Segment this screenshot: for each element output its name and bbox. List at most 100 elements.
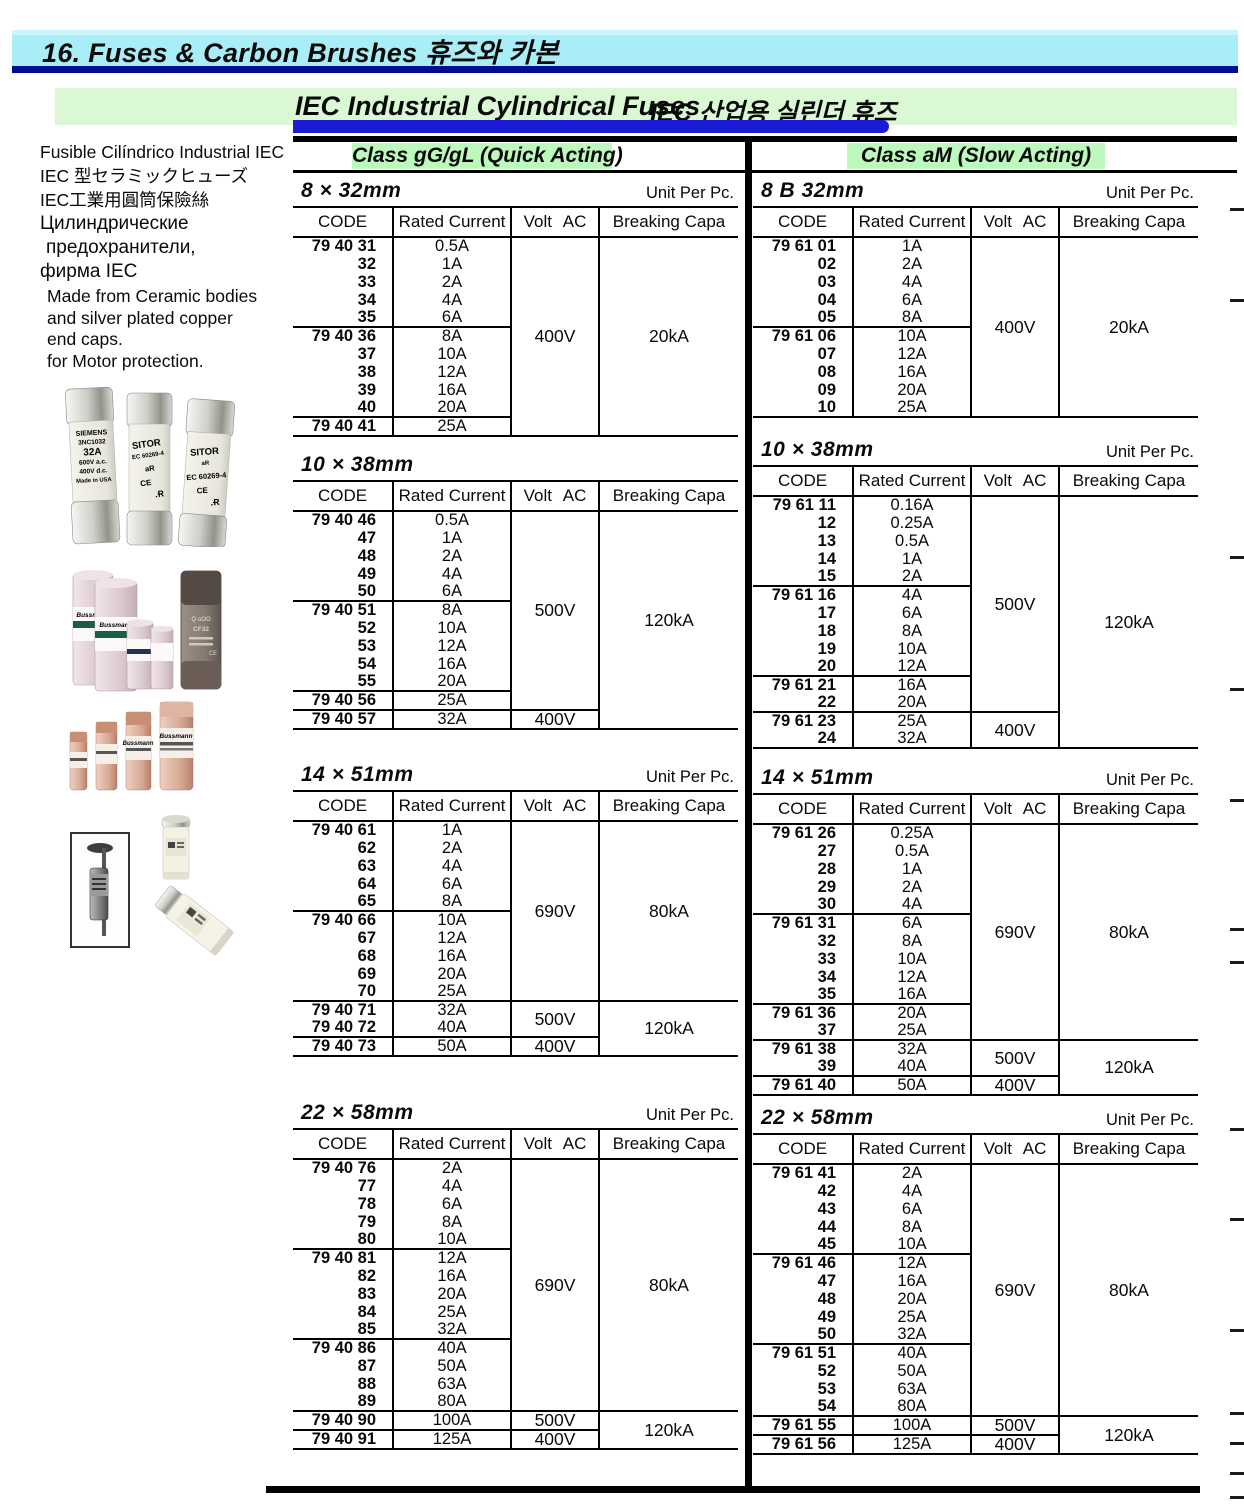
table-row: 77 4A bbox=[293, 1177, 738, 1195]
code-cell: 43 bbox=[753, 1200, 854, 1218]
table-row: 89 80A bbox=[293, 1393, 738, 1411]
table-row: 79 61 56 125A 400V bbox=[753, 1434, 1198, 1454]
class-header-slow-acting: Class aM (Slow Acting) bbox=[847, 143, 1105, 169]
table-row: 02 2A bbox=[753, 255, 1198, 273]
rated-current-cell: 32A bbox=[853, 1326, 972, 1344]
rated-current-cell: 12A bbox=[393, 363, 512, 381]
rated-current-cell: 8A bbox=[853, 309, 972, 327]
code-cell: 49 bbox=[753, 1308, 854, 1326]
column-header: Volt AC bbox=[971, 466, 1060, 497]
scan-edge-mark bbox=[1230, 1329, 1244, 1332]
column-header: Volt AC bbox=[971, 207, 1060, 238]
code-cell: 08 bbox=[753, 363, 854, 381]
table-row: 79 61 38 32A 500V 120kA bbox=[753, 1039, 1198, 1095]
rated-current-cell: 32A bbox=[853, 1039, 972, 1058]
table-row: 35 16A bbox=[753, 986, 1198, 1004]
rated-current-cell: 6A bbox=[853, 604, 972, 622]
code-cell: 79 40 73 bbox=[293, 1036, 394, 1056]
code-cell: 03 bbox=[753, 273, 854, 291]
rated-current-cell: 50A bbox=[393, 1357, 512, 1375]
table-row: 54 80A bbox=[753, 1398, 1198, 1416]
table-row: 79 40 81 12A bbox=[293, 1248, 738, 1267]
breaking-capa-cell: 20kA bbox=[599, 236, 738, 436]
rated-current-cell: 4A bbox=[853, 585, 972, 604]
rated-current-cell: 0.5A bbox=[393, 510, 512, 529]
table-row: 88 63A bbox=[293, 1375, 738, 1393]
page-title-underline bbox=[293, 120, 889, 133]
fuse-table-gg-14x51: CODE Rated Current Volt AC Breaking Capa 79 … bbox=[293, 790, 738, 1057]
unit-label: Unit Per Pc. bbox=[1105, 184, 1194, 202]
white-fuse-vertical bbox=[161, 815, 191, 880]
fuse-volt-label: 600V a.c. bbox=[79, 458, 107, 466]
small-fuse: Bussmann bbox=[123, 711, 154, 791]
table-row: 79 61 31 6A bbox=[753, 913, 1198, 932]
scan-edge-mark bbox=[1230, 688, 1244, 691]
table-row: 54 16A bbox=[293, 655, 738, 673]
table-block-gg-10x38: 10 × 38mm CODE Rated Current Volt AC Breakin… bbox=[293, 452, 738, 730]
volt-ac-cell: 500V bbox=[511, 1410, 600, 1430]
rated-current-cell: 4A bbox=[393, 565, 512, 583]
fuse-table-gg-22x58: CODE Rated Current Volt AC Breaking Capa 79 … bbox=[293, 1128, 738, 1450]
fuse-table-am-10x38: CODE Rated Current Volt AC Breaking Capa 79 … bbox=[753, 465, 1198, 749]
table-row: 33 10A bbox=[753, 950, 1198, 968]
rated-current-cell: 20A bbox=[853, 1290, 972, 1308]
table-row: 69 20A bbox=[293, 965, 738, 983]
table-row: 40 20A bbox=[293, 399, 738, 417]
table-row: 47 1A bbox=[293, 529, 738, 547]
rated-current-cell: 12A bbox=[853, 1253, 972, 1272]
code-cell: 79 61 01 bbox=[753, 236, 854, 255]
code-cell: 79 40 66 bbox=[293, 910, 394, 929]
column-header: Rated Current bbox=[393, 207, 512, 238]
table-row: 82 16A bbox=[293, 1267, 738, 1285]
table-row: 79 40 36 8A bbox=[293, 326, 738, 345]
code-cell: 70 bbox=[293, 983, 394, 1001]
code-cell: 79 61 06 bbox=[753, 326, 854, 345]
column-header: Breaking Capa bbox=[1059, 207, 1198, 238]
column-header: CODE bbox=[753, 794, 854, 825]
siemens-fuse: SIEMENS 3NC1032 32A 600V a.c. 400V d.c. … bbox=[65, 386, 121, 545]
table-row: 22 20A bbox=[753, 694, 1198, 712]
code-cell: 53 bbox=[753, 1380, 854, 1398]
column-header: Rated Current bbox=[853, 1134, 972, 1165]
table-row: 79 40 76 2A 690V 80kA bbox=[293, 1158, 738, 1411]
table-block-am-8x32: 8 B 32mm Unit Per Pc. CODE Rated Current Vol… bbox=[753, 178, 1198, 418]
code-cell: 33 bbox=[293, 273, 394, 291]
scan-edge-mark bbox=[1230, 1496, 1244, 1499]
rated-current-cell: 0.5A bbox=[853, 842, 972, 860]
code-cell: 79 40 91 bbox=[293, 1429, 394, 1449]
column-header: Breaking Capa bbox=[599, 207, 738, 238]
table-row: 62 2A bbox=[293, 839, 738, 857]
code-cell: 79 61 16 bbox=[753, 585, 854, 604]
code-cell: 79 40 76 bbox=[293, 1158, 394, 1177]
section-header-title: 16. Fuses & Carbon Brushes 휴즈와 카본 bbox=[42, 38, 559, 68]
code-cell: 79 61 46 bbox=[753, 1253, 854, 1272]
section-header-bar: 16. Fuses & Carbon Brushes 휴즈와 카본 bbox=[12, 30, 1238, 68]
rated-current-cell: 8A bbox=[393, 893, 512, 911]
code-cell: 79 40 72 bbox=[293, 1019, 394, 1037]
code-cell: 79 40 36 bbox=[293, 326, 394, 345]
rated-current-cell: 50A bbox=[853, 1075, 972, 1095]
table-row: 79 40 41 25A bbox=[293, 416, 738, 436]
code-cell: 17 bbox=[753, 604, 854, 622]
rated-current-cell: 4A bbox=[853, 896, 972, 914]
table-row: 79 61 21 16A bbox=[753, 675, 1198, 694]
breaking-capa-cell: 80kA bbox=[1059, 1163, 1198, 1416]
rated-current-cell: 32A bbox=[393, 709, 512, 729]
table-row: 33 2A bbox=[293, 273, 738, 291]
description-line: end caps. bbox=[47, 329, 123, 349]
table-row: 79 61 26 0.25A 690V 80kA bbox=[753, 823, 1198, 1040]
column-header: Breaking Capa bbox=[1059, 794, 1198, 825]
fuse-brand-label: Bussmann bbox=[76, 612, 109, 619]
small-fuse: Bussmann bbox=[159, 701, 194, 791]
dark-fuse: Q·oOO CF32 CE bbox=[180, 570, 222, 690]
table-size-title: 8 B 32mm bbox=[761, 179, 865, 202]
code-cell: 79 61 56 bbox=[753, 1434, 854, 1454]
rated-current-cell: 25A bbox=[393, 690, 512, 710]
volt-ac-cell: 400V bbox=[511, 1429, 600, 1449]
code-cell: 48 bbox=[293, 547, 394, 565]
rated-current-cell: 2A bbox=[853, 878, 972, 896]
page-bottom-rule bbox=[266, 1486, 1200, 1493]
rated-current-cell: 10A bbox=[853, 326, 972, 345]
table-row: 34 4A bbox=[293, 291, 738, 309]
rated-current-cell: 20A bbox=[853, 381, 972, 399]
